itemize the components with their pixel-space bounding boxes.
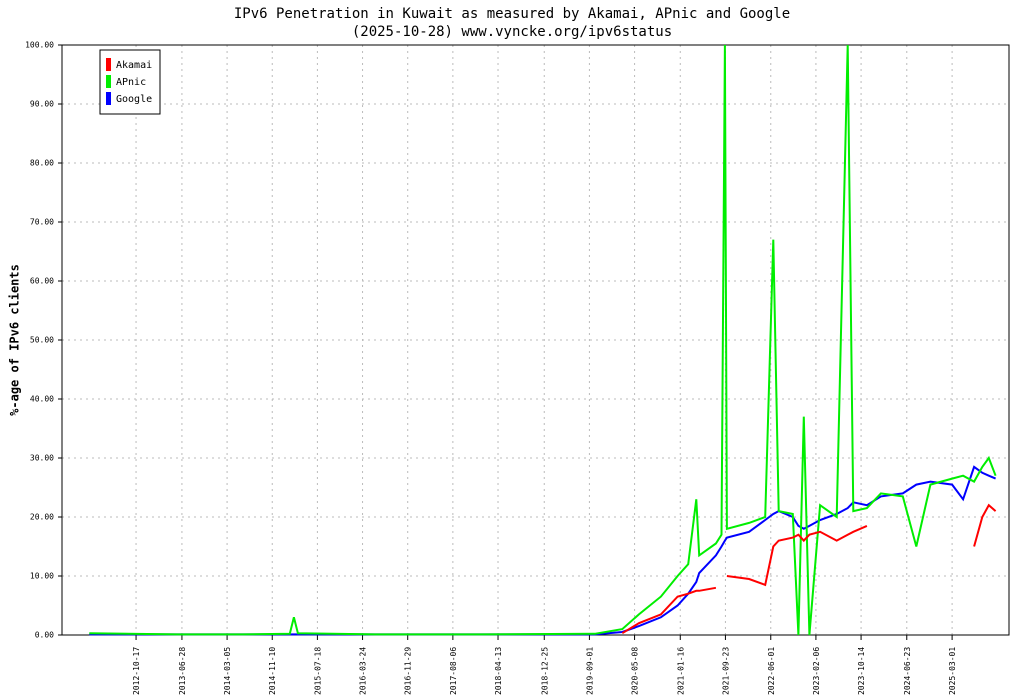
x-tick-label: 2014-03-05 [223, 647, 232, 695]
x-tick-label: 2016-11-29 [404, 647, 413, 695]
y-tick-label: 80.00 [30, 159, 54, 168]
series-line [621, 503, 997, 635]
y-tick-label: 30.00 [30, 454, 54, 463]
x-tick-label: 2021-09-23 [721, 647, 730, 695]
x-tick-label: 2014-11-10 [268, 647, 277, 695]
legend-swatch [106, 92, 111, 105]
legend-label: Akamai [116, 60, 152, 71]
x-tick-label: 2019-09-01 [585, 647, 594, 695]
x-tick-label: 2023-10-14 [857, 647, 866, 695]
x-tick-label: 2024-06-23 [903, 647, 912, 695]
x-tick-label: 2015-07-18 [313, 647, 322, 695]
x-tick-label: 2020-05-08 [631, 647, 640, 695]
x-tick-label: 2016-03-24 [359, 647, 368, 695]
x-tick-label: 2022-06-01 [767, 647, 776, 695]
y-tick-label: 70.00 [30, 218, 54, 227]
y-tick-label: 10.00 [30, 572, 54, 581]
y-tick-label: 40.00 [30, 395, 54, 404]
x-tick-label: 2018-12-25 [540, 647, 549, 695]
y-tick-label: 90.00 [30, 100, 54, 109]
y-tick-label: 60.00 [30, 277, 54, 286]
series-line [89, 44, 997, 636]
x-tick-label: 2023-02-06 [812, 647, 821, 695]
chart-title: IPv6 Penetration in Kuwait as measured b… [234, 6, 790, 22]
x-tick-label: 2012-10-17 [132, 647, 141, 695]
x-tick-label: 2018-04-13 [494, 647, 503, 695]
legend-swatch [106, 75, 111, 88]
x-tick-label: 2013-06-28 [178, 647, 187, 695]
legend-swatch [106, 58, 111, 71]
y-tick-label: 0.00 [35, 631, 54, 640]
y-tick-label: 50.00 [30, 336, 54, 345]
x-tick-label: 2021-01-16 [676, 647, 685, 695]
x-tick-label: 2025-03-01 [948, 647, 957, 695]
y-tick-label: 20.00 [30, 513, 54, 522]
chart-subtitle: (2025-10-28) www.vyncke.org/ipv6status [352, 24, 672, 40]
legend-label: APnic [116, 77, 146, 88]
y-axis-label: %-age of IPv6 clients [8, 264, 22, 416]
legend-label: Google [116, 94, 152, 105]
x-tick-label: 2017-08-06 [449, 647, 458, 695]
y-tick-label: 100.00 [25, 41, 54, 50]
